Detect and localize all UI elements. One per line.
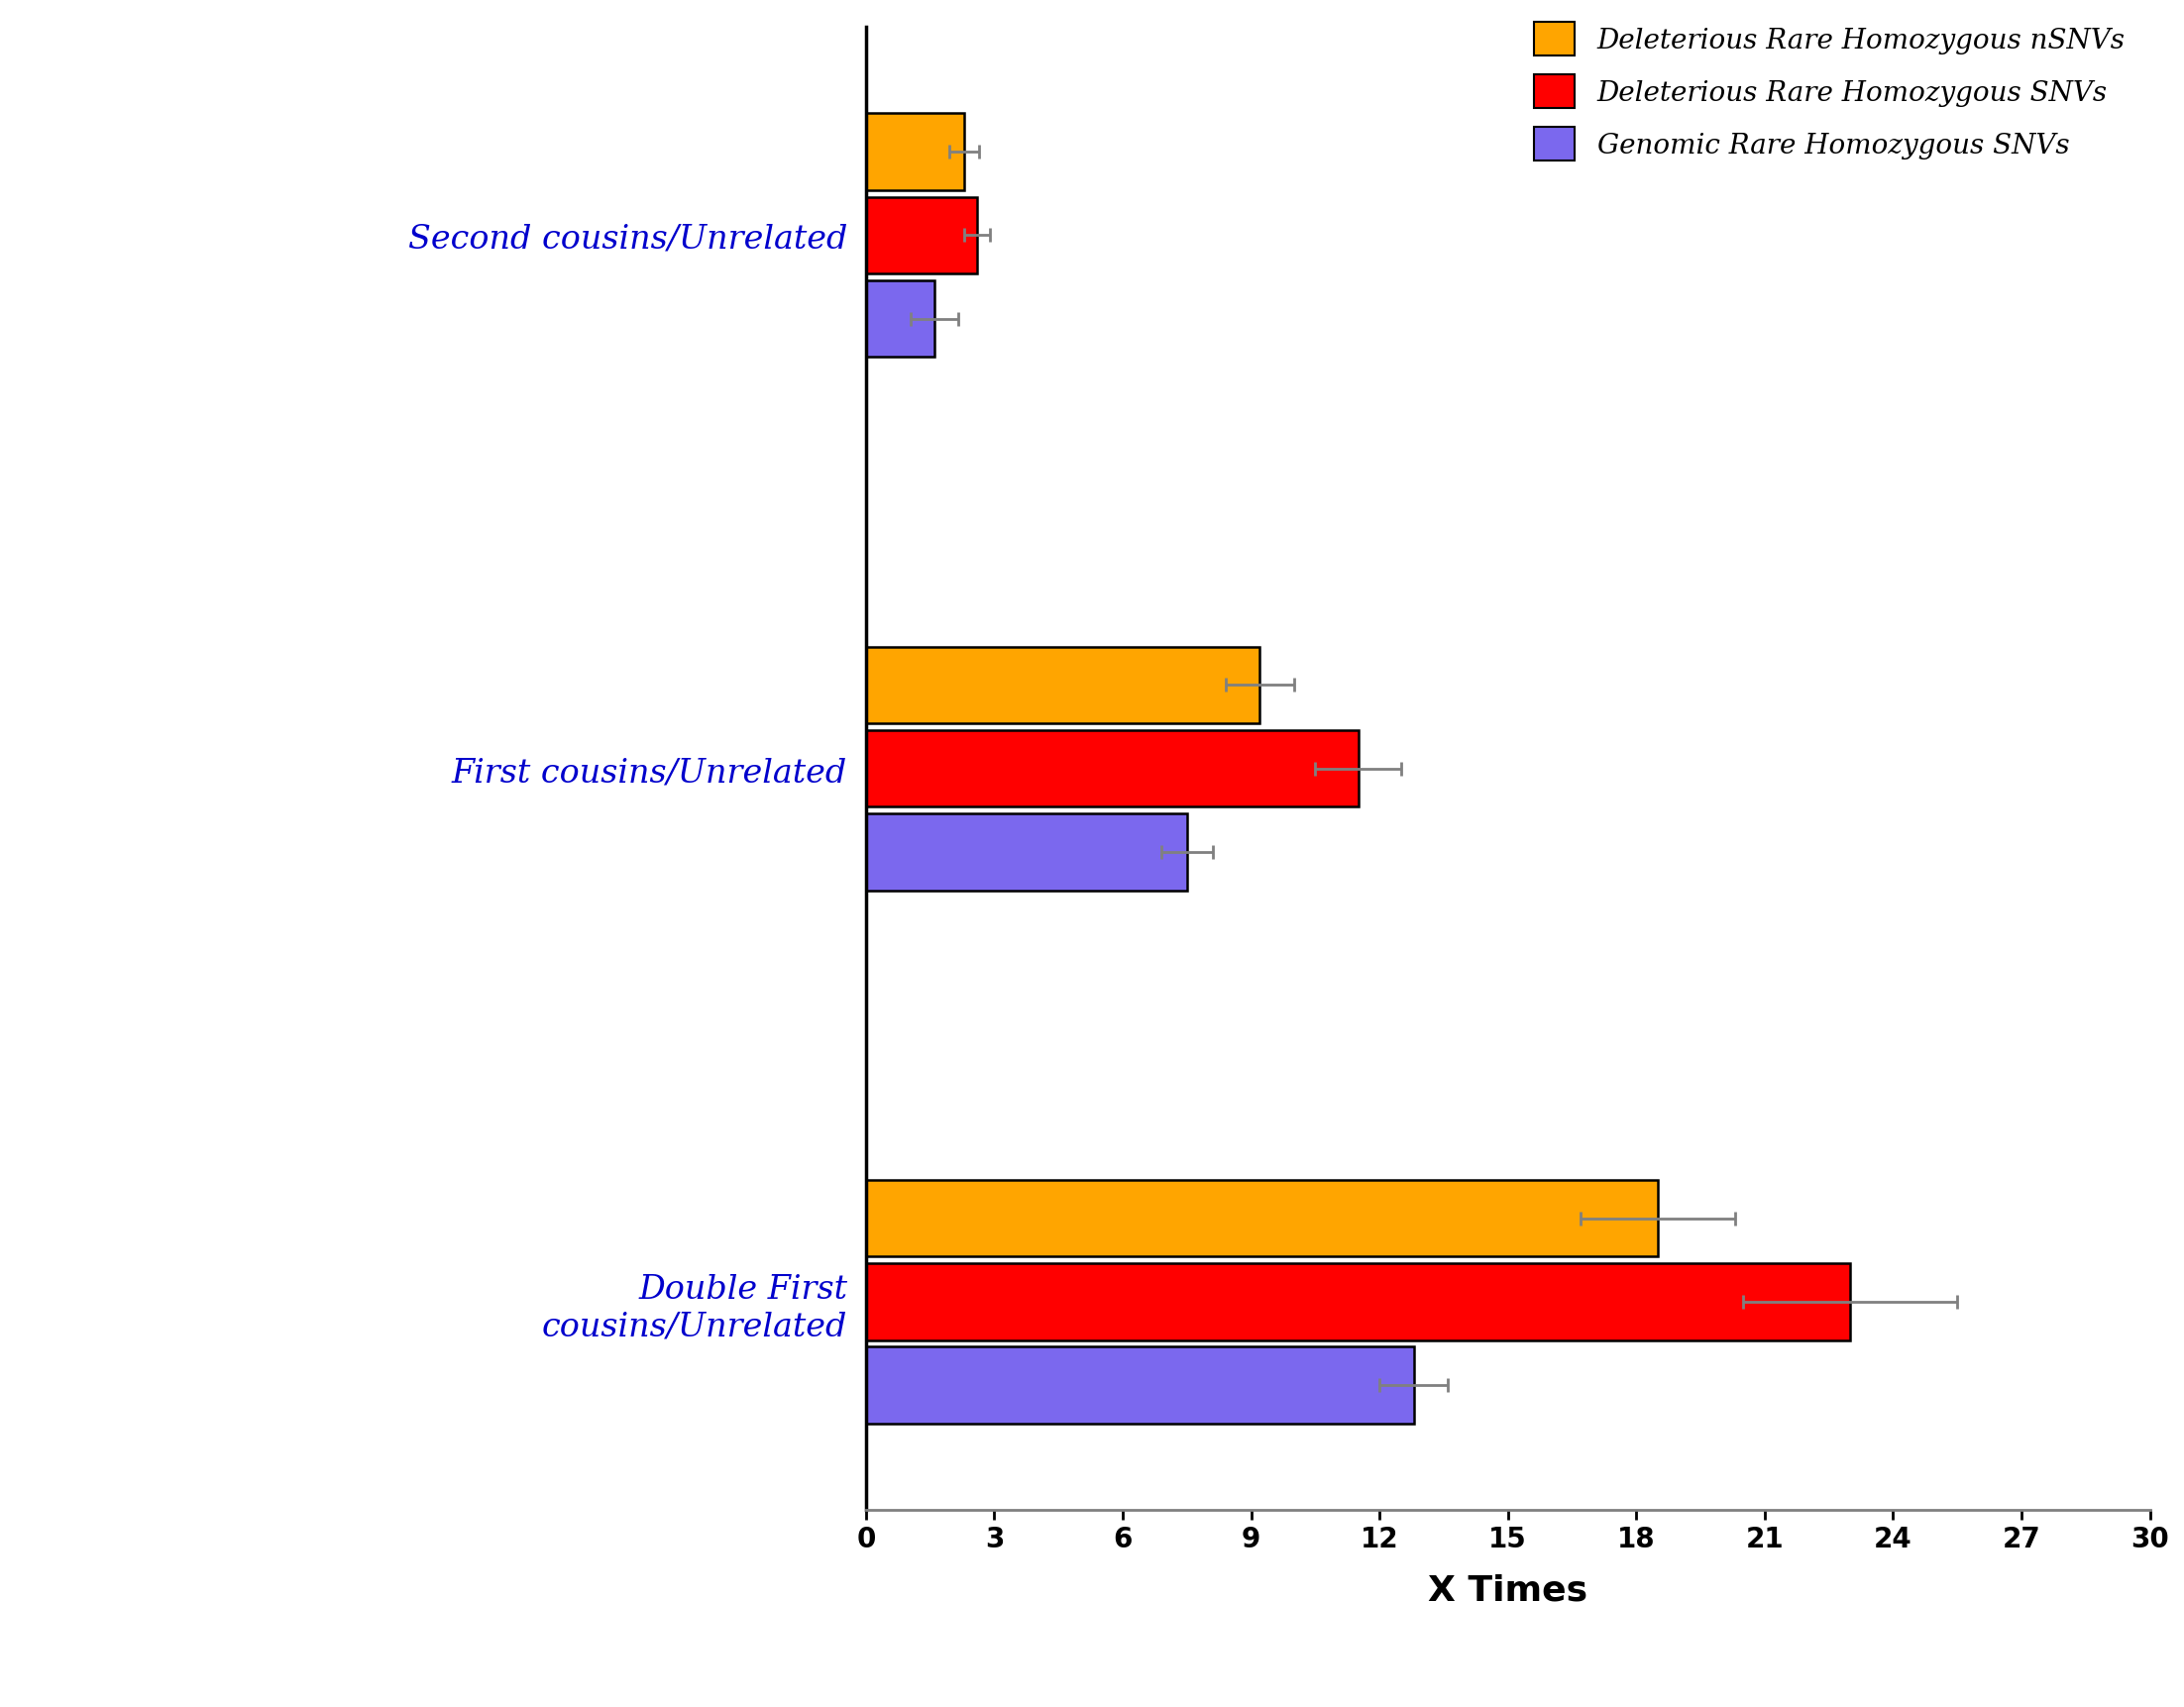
Bar xyxy=(865,731,1358,807)
Bar xyxy=(865,1263,1850,1340)
Bar xyxy=(865,198,976,275)
Bar xyxy=(865,814,1186,891)
Bar xyxy=(865,282,935,358)
Bar xyxy=(865,1180,1658,1256)
Legend: Deleterious Rare Homozygous nSNVs, Deleterious Rare Homozygous SNVs, Genomic Rar: Deleterious Rare Homozygous nSNVs, Delet… xyxy=(1522,12,2136,172)
Bar xyxy=(865,1347,1413,1424)
Bar xyxy=(865,114,965,191)
X-axis label: X Times: X Times xyxy=(1428,1574,1588,1606)
Bar xyxy=(865,647,1260,724)
